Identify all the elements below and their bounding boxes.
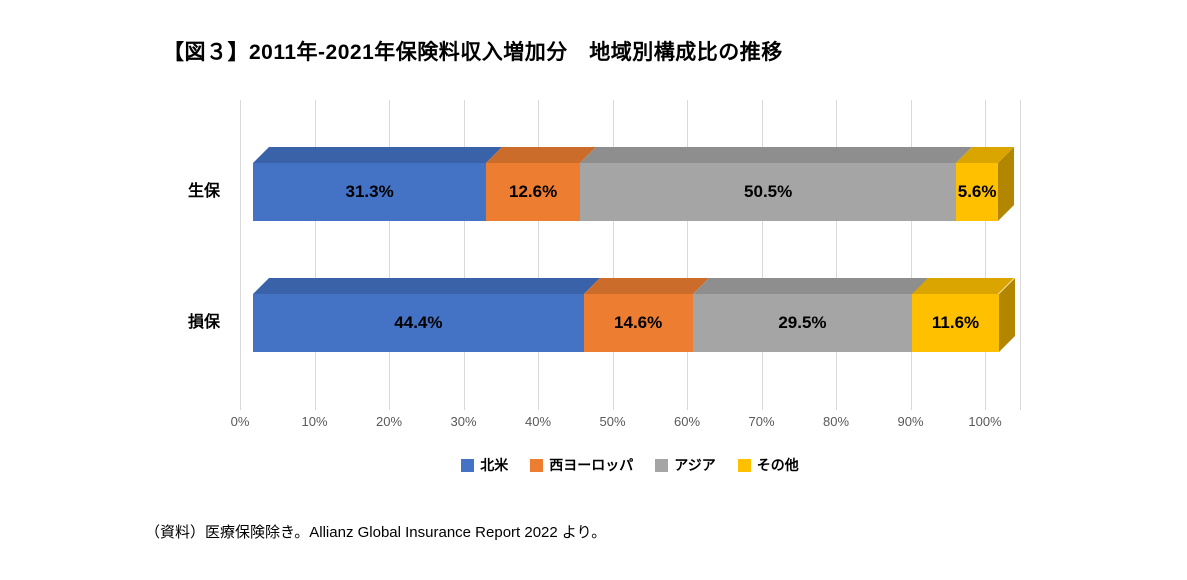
legend-item: その他 <box>737 455 799 475</box>
bar-segment <box>912 294 999 352</box>
category-label: 生保 <box>187 183 220 200</box>
tick-label: 90% <box>897 414 924 429</box>
tick-label: 70% <box>748 414 775 429</box>
legend-swatch <box>530 458 544 472</box>
data-label: 31.3% <box>345 182 394 201</box>
legend-item: アジア <box>655 455 716 475</box>
data-label: 29.5% <box>778 313 827 332</box>
gridline <box>612 100 614 410</box>
tick-label: 30% <box>450 414 477 429</box>
bar-segment <box>253 294 584 352</box>
legend-label: 西ヨーロッパ <box>549 457 634 473</box>
legend-swatch <box>655 458 669 472</box>
bar-segment <box>956 163 998 221</box>
bar-segment <box>486 163 581 221</box>
gridline <box>240 100 241 410</box>
data-label: 44.4% <box>394 313 443 332</box>
category-label: 損保 <box>187 314 220 331</box>
bar-segment <box>692 294 913 352</box>
gridline <box>910 100 912 410</box>
tick-label: 100% <box>968 414 1002 429</box>
gridline <box>985 100 986 410</box>
bar-segment <box>583 294 693 352</box>
gridline <box>463 100 465 410</box>
bar-segment <box>253 163 487 221</box>
gridline <box>687 100 688 410</box>
gridline <box>761 100 763 410</box>
plot-right-wall <box>1020 100 1021 410</box>
legend-swatch <box>461 458 475 472</box>
gridline <box>389 100 390 410</box>
tick-label: 60% <box>673 414 701 429</box>
legend-item: 北米 <box>461 455 508 475</box>
gridline <box>314 100 316 410</box>
legend-swatch <box>737 458 751 472</box>
data-label: 11.6% <box>931 313 980 332</box>
bar-segment <box>580 163 957 221</box>
data-label: 14.6% <box>614 313 663 332</box>
tick-label: 40% <box>524 414 552 429</box>
tick-label: 20% <box>375 414 403 429</box>
tick-label: 10% <box>301 414 328 429</box>
tick-label: 50% <box>599 414 626 429</box>
data-label: 5.6% <box>957 182 997 201</box>
data-label: 12.6% <box>509 182 558 201</box>
gridline <box>836 100 837 410</box>
legend-label: 北米 <box>480 457 509 473</box>
tick-label: 0% <box>230 414 250 429</box>
source-note: （資料）医療保険除き。Allianz Global Insurance Repo… <box>145 524 607 541</box>
legend-label: アジア <box>674 457 716 473</box>
chart-title: 【図３】2011年-2021年保険料収入増加分 地域別構成比の推移 <box>163 41 783 64</box>
gridline <box>538 100 539 410</box>
legend-item: 西ヨーロッパ <box>530 455 633 475</box>
tick-label: 80% <box>822 414 850 429</box>
legend-label: その他 <box>756 457 799 473</box>
data-label: 50.5% <box>744 182 793 201</box>
legend: 北米 西ヨーロッパ アジア その他 <box>240 455 1020 475</box>
